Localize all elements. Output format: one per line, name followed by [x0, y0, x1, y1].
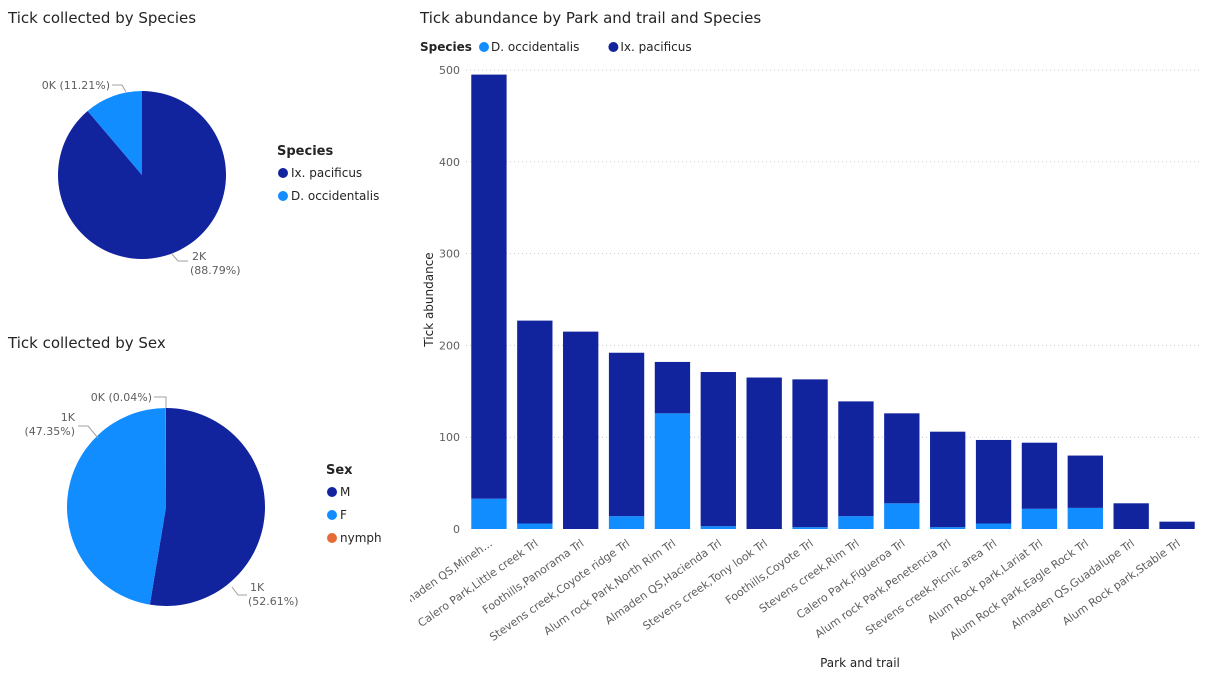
x-axis-title: Park and trail — [820, 656, 900, 670]
bar-ix-pacificus-7[interactable] — [792, 379, 828, 528]
pie-data-label-pct: (47.35%) — [24, 425, 75, 438]
y-tick-label: 300 — [439, 248, 460, 261]
legend-title: Sex — [326, 463, 353, 478]
abundance-bar-visual: Tick abundance by Park and trail and Spe… — [410, 0, 1210, 675]
sex-pie-title: Tick collected by Sex — [8, 334, 166, 352]
species-pie-visual: Tick collected by Species 0K (11.21%) 2K(… — [0, 0, 400, 320]
bar-d-occidentalis-12[interactable] — [1021, 508, 1058, 529]
bar-d-occidentalis-3[interactable] — [608, 516, 645, 529]
species-pie-title: Tick collected by Species — [8, 9, 197, 27]
bar-chart-title: Tick abundance by Park and trail and Spe… — [420, 9, 762, 27]
bar-d-occidentalis-4[interactable] — [654, 413, 691, 529]
legend-item-f[interactable]: F — [340, 508, 347, 522]
pie-data-label-pct: (52.61%) — [248, 595, 299, 608]
bar-d-occidentalis-5[interactable] — [700, 526, 736, 529]
pie-data-label-value: 1K — [250, 581, 265, 594]
pie-data-label-value: 2K — [192, 250, 207, 263]
bar-ix-pacificus-1[interactable] — [517, 320, 553, 524]
abundance-bar-chart[interactable]: Species D. occidentalis Ix. pacificus 0 100 2… — [410, 0, 1210, 675]
bar-d-occidentalis-0[interactable] — [471, 498, 507, 529]
bar-legend-marker[interactable] — [608, 42, 619, 52]
bar-d-occidentalis-10[interactable] — [930, 527, 966, 529]
legend-item-nymph[interactable]: nymph — [340, 531, 382, 545]
bar-legend-item-ix-pacificus[interactable]: Ix. pacificus — [620, 40, 691, 54]
legend-marker[interactable] — [327, 533, 337, 543]
legend-item-d-occidentalis[interactable]: D. occidentalis — [291, 189, 379, 203]
legend-marker[interactable] — [327, 487, 337, 497]
y-tick-label: 400 — [439, 156, 460, 169]
bar-d-occidentalis-13[interactable] — [1067, 507, 1103, 529]
legend-marker[interactable] — [278, 168, 288, 178]
pie-data-label-pct: (88.79%) — [190, 264, 241, 277]
y-axis-title: Tick abundance — [422, 252, 436, 347]
legend-item-m[interactable]: M — [340, 485, 350, 499]
leader-line — [154, 396, 167, 408]
bar-d-occidentalis-7[interactable] — [792, 527, 828, 529]
bar-ix-pacificus-9[interactable] — [884, 413, 920, 504]
legend-marker[interactable] — [278, 191, 288, 201]
leader-line — [231, 586, 247, 596]
leader-line — [112, 84, 127, 93]
bar-d-occidentalis-9[interactable] — [884, 503, 920, 529]
bar-ix-pacificus-15[interactable] — [1159, 521, 1195, 529]
bar-legend-marker[interactable] — [479, 42, 489, 52]
bar-ix-pacificus-0[interactable] — [471, 74, 507, 499]
bar-d-occidentalis-1[interactable] — [517, 523, 553, 529]
bar-ix-pacificus-14[interactable] — [1113, 503, 1149, 529]
legend-title: Species — [277, 144, 333, 159]
bar-d-occidentalis-11[interactable] — [975, 523, 1012, 529]
pie-slice-f[interactable] — [66, 408, 166, 605]
leader-line — [78, 425, 99, 439]
legend-marker[interactable] — [327, 510, 337, 520]
bar-ix-pacificus-2[interactable] — [563, 331, 599, 529]
y-tick-label: 500 — [439, 64, 460, 77]
bar-ix-pacificus-12[interactable] — [1021, 442, 1058, 509]
bar-ix-pacificus-11[interactable] — [975, 439, 1012, 524]
y-tick-label: 0 — [453, 523, 460, 536]
bar-ix-pacificus-5[interactable] — [700, 372, 736, 527]
sex-pie-visual: Tick collected by Sex 0K (0.04%) 1K (47.35… — [0, 325, 400, 665]
pie-slice-d-occidentalis[interactable] — [87, 91, 142, 175]
bar-legend-title: Species — [420, 40, 472, 54]
pie-data-label: 0K (0.04%) — [91, 391, 152, 404]
y-tick-label: 200 — [439, 339, 460, 352]
bar-legend-item-d-occidentalis[interactable]: D. occidentalis — [491, 40, 579, 54]
legend-item-ix-pacificus[interactable]: Ix. pacificus — [291, 166, 362, 180]
bar-ix-pacificus-8[interactable] — [838, 401, 874, 517]
bar-ix-pacificus-3[interactable] — [608, 352, 645, 517]
pie-data-label-value: 1K — [61, 411, 76, 424]
bar-ix-pacificus-4[interactable] — [654, 361, 691, 414]
bar-d-occidentalis-8[interactable] — [838, 516, 874, 529]
species-pie-chart[interactable]: 0K (11.21%) 2K(88.79%) Species Ix. pacificu… — [0, 0, 400, 320]
bar-ix-pacificus-6[interactable] — [746, 377, 782, 529]
y-tick-label: 100 — [439, 431, 460, 444]
pie-data-label: 0K (11.21%) — [42, 79, 110, 92]
bar-ix-pacificus-13[interactable] — [1067, 455, 1103, 508]
leader-line — [171, 253, 188, 262]
bar-ix-pacificus-10[interactable] — [930, 431, 966, 528]
pie-slice-m[interactable] — [149, 408, 265, 606]
